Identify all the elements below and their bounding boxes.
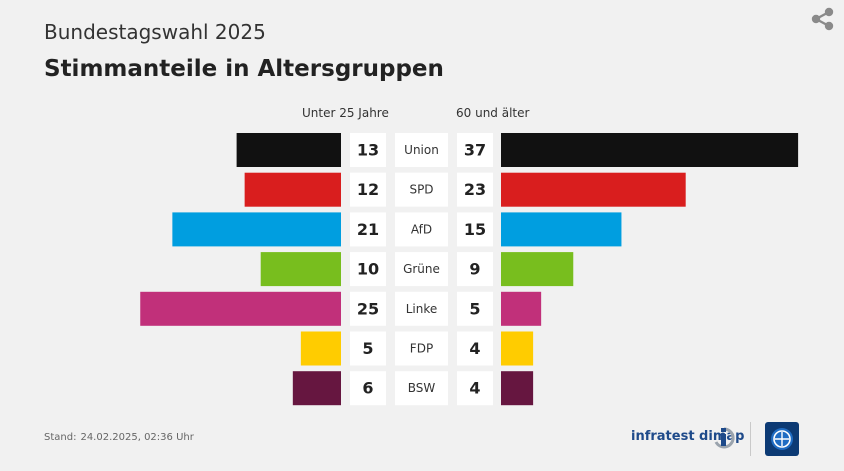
value-label-young: 5 (362, 339, 373, 358)
category-box (395, 133, 448, 167)
value-box-old (457, 212, 493, 247)
supertitle: Bundestagswahl 2025 (44, 20, 266, 44)
bar-young-fdp (300, 331, 341, 366)
value-label-young: 6 (362, 379, 373, 398)
category-label: BSW (408, 381, 436, 395)
value-label-young: 10 (357, 260, 379, 279)
legend-old: 60 und älter (456, 106, 530, 120)
bar-old-bsw (501, 371, 534, 406)
category-box (395, 291, 448, 326)
value-box-young (350, 212, 386, 247)
category-label: AfD (411, 222, 432, 236)
infratest-logo-icon (714, 427, 735, 449)
bar-young-union (236, 133, 341, 167)
value-box-old (457, 252, 493, 287)
value-box-young (350, 172, 386, 207)
value-box-old (457, 133, 493, 167)
brand-name: infratest dimap (631, 429, 745, 444)
value-label-young: 25 (357, 299, 379, 318)
value-label-old: 5 (469, 299, 480, 318)
value-box-young (350, 331, 386, 366)
category-label: FDP (410, 342, 433, 356)
share-icon[interactable] (808, 4, 838, 34)
bar-young-afd (172, 212, 341, 247)
bar-old-grüne (501, 252, 574, 287)
value-label-old: 23 (464, 180, 486, 199)
chart-title: Stimmanteile in Altersgruppen (44, 56, 444, 82)
value-label-old: 37 (464, 141, 486, 160)
value-label-old: 4 (469, 339, 480, 358)
bar-old-spd (501, 172, 686, 207)
value-box-young (350, 133, 386, 167)
value-label-old: 4 (469, 379, 480, 398)
value-box-old (457, 371, 493, 406)
stand-label: Stand: (44, 432, 77, 443)
bar-old-linke (501, 291, 542, 326)
bar-old-union (501, 133, 799, 167)
tagesschau-logo-icon (765, 422, 799, 456)
category-label: SPD (409, 183, 433, 197)
bar-young-grüne (260, 252, 341, 287)
bar-young-linke (140, 291, 341, 326)
stand-value: 24.02.2025, 02:36 Uhr (80, 432, 194, 443)
category-label: Linke (406, 302, 438, 316)
footer-divider (750, 422, 751, 456)
bar-young-spd (244, 172, 341, 207)
value-box-old (457, 331, 493, 366)
value-label-old: 9 (469, 260, 480, 279)
value-box-young (350, 252, 386, 287)
value-box-young (350, 371, 386, 406)
bar-young-bsw (292, 371, 341, 406)
category-box (395, 331, 448, 366)
stand-info: Stand: 24.02.2025, 02:36 Uhr (44, 432, 198, 443)
legend-young: Unter 25 Jahre (302, 106, 389, 120)
value-label-old: 15 (464, 220, 486, 239)
bar-old-afd (501, 212, 622, 247)
value-box-old (457, 291, 493, 326)
category-box (395, 172, 448, 207)
category-box (395, 212, 448, 247)
value-box-old (457, 172, 493, 207)
category-box (395, 371, 448, 406)
category-label: Union (404, 143, 439, 157)
bar-old-fdp (501, 331, 534, 366)
value-label-young: 13 (357, 141, 379, 160)
value-box-young (350, 291, 386, 326)
category-box (395, 252, 448, 287)
value-label-young: 12 (357, 180, 379, 199)
value-label-young: 21 (357, 220, 379, 239)
category-label: Grüne (403, 262, 440, 276)
butterfly-chart: 13 Union 37 12 SPD 23 21 AfD 15 10 Grüne 9 25 Linke 5 5… (140, 133, 799, 406)
